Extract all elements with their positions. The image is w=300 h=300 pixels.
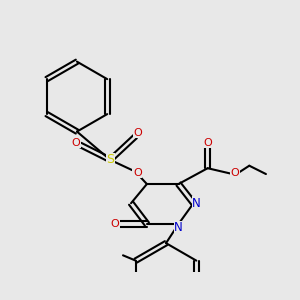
Text: O: O — [72, 138, 80, 148]
Text: N: N — [174, 221, 183, 234]
Text: O: O — [110, 219, 119, 229]
Text: O: O — [230, 168, 239, 178]
Text: S: S — [106, 153, 114, 167]
Text: O: O — [203, 138, 212, 148]
Text: O: O — [134, 128, 142, 138]
Text: N: N — [192, 197, 201, 210]
Text: O: O — [133, 168, 142, 178]
